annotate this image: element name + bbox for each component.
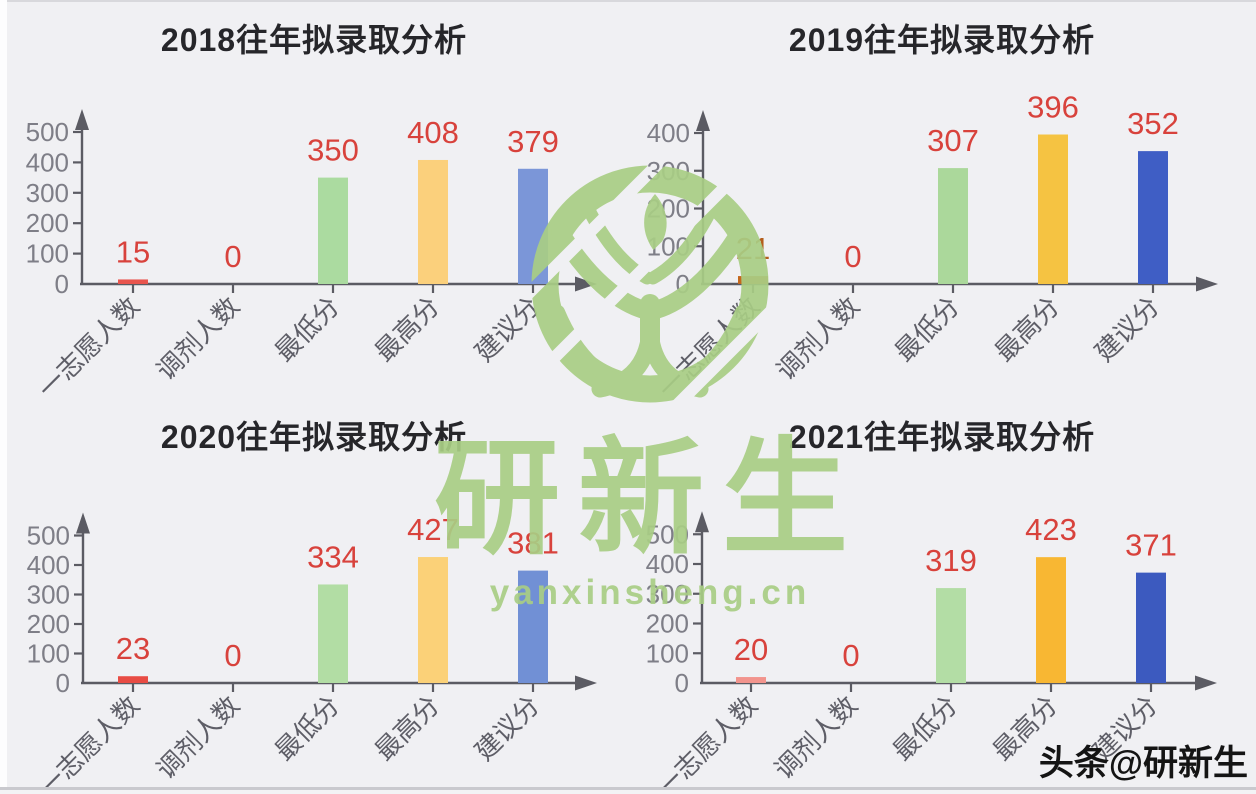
- bar: [118, 676, 148, 683]
- y-tick-label: 200: [646, 609, 689, 639]
- bar: [518, 570, 548, 683]
- y-tick-label: 400: [26, 147, 69, 177]
- y-axis-arrow-icon: [696, 110, 710, 131]
- y-tick-label: 100: [26, 239, 69, 269]
- bar: [418, 159, 448, 284]
- y-tick-label: 0: [55, 269, 69, 299]
- chart-title-2018: 2018往年拟录取分析: [160, 22, 468, 58]
- byline-watermark: 头条@研新生: [1038, 744, 1248, 783]
- bar: [418, 557, 448, 683]
- y-axis-arrow-icon: [695, 511, 709, 533]
- category-label: 调剂人数: [150, 690, 245, 785]
- y-tick-label: 500: [26, 117, 69, 147]
- chart-title-2019: 2019往年拟录取分析: [788, 22, 1096, 58]
- bar: [518, 168, 548, 284]
- y-tick-label: 300: [26, 178, 69, 208]
- left-edge-strip: [0, 0, 7, 794]
- y-tick-label: 0: [676, 269, 690, 299]
- bar: [318, 584, 348, 683]
- bar-value-label: 20: [734, 632, 768, 667]
- chart-canvas-2019: 010020030040021一志愿人数0调剂人数307最低分396最高分352…: [647, 90, 1218, 404]
- category-label: 最低分: [887, 690, 963, 766]
- bar-value-label: 0: [842, 638, 859, 673]
- y-axis-arrow-icon: [75, 109, 89, 130]
- top-edge-line: [0, 0, 1256, 2]
- bar-value-label: 379: [507, 124, 559, 159]
- bar-value-label: 307: [927, 123, 979, 158]
- bar-value-label: 23: [116, 631, 150, 666]
- bar: [936, 588, 966, 683]
- y-tick-label: 400: [647, 118, 690, 148]
- y-tick-label: 300: [647, 156, 690, 186]
- bar: [738, 276, 768, 284]
- category-label: 调剂人数: [770, 291, 865, 386]
- bar: [318, 177, 348, 284]
- chart-canvas-2020: 010020030040050023一志愿人数0调剂人数334最低分427最高分…: [27, 512, 597, 794]
- bar-value-label: 423: [1025, 512, 1077, 547]
- bar: [1138, 151, 1168, 284]
- x-axis-arrow-icon: [575, 675, 597, 691]
- category-label: 一志愿人数: [650, 690, 763, 794]
- bar-value-label: 350: [307, 133, 359, 168]
- chart-title-2020: 2020往年拟录取分析: [160, 419, 468, 455]
- y-tick-label: 100: [27, 639, 70, 669]
- bar-value-label: 381: [507, 526, 559, 561]
- category-label: 一志愿人数: [32, 690, 145, 794]
- y-axis-arrow-icon: [76, 512, 90, 534]
- bar-value-label: 15: [116, 234, 150, 269]
- y-tick-label: 300: [27, 580, 70, 610]
- bottom-edge-strip: [0, 790, 1256, 794]
- bar: [118, 279, 148, 284]
- y-tick-label: 0: [675, 668, 689, 698]
- y-tick-label: 200: [26, 208, 69, 238]
- category-label: 调剂人数: [768, 690, 863, 785]
- bar: [1036, 557, 1066, 683]
- bar-value-label: 427: [407, 512, 459, 547]
- x-axis-arrow-icon: [575, 276, 597, 292]
- bar-value-label: 0: [844, 239, 861, 274]
- chart-canvas-2021: 010020030040050020一志愿人数0调剂人数319最低分423最高分…: [646, 511, 1217, 794]
- x-axis-arrow-icon: [1195, 675, 1217, 691]
- chart-canvas-2018: 010020030040050015一志愿人数0调剂人数350最低分408最高分…: [26, 109, 597, 404]
- y-tick-label: 500: [646, 519, 689, 549]
- y-tick-label: 0: [56, 668, 70, 698]
- chart-title-2021: 2021往年拟录取分析: [788, 419, 1096, 455]
- bar: [938, 168, 968, 284]
- y-tick-label: 300: [646, 579, 689, 609]
- category-label: 调剂人数: [150, 291, 245, 386]
- category-label: 最高分: [989, 291, 1065, 367]
- y-tick-label: 100: [646, 638, 689, 668]
- bar-value-label: 352: [1127, 106, 1179, 141]
- category-label: 建议分: [469, 291, 545, 367]
- category-label: 最低分: [269, 690, 345, 766]
- bar: [1038, 134, 1068, 284]
- category-label: 建议分: [469, 690, 545, 766]
- category-label: 最高分: [369, 291, 445, 367]
- bar-value-label: 319: [925, 543, 977, 578]
- y-tick-label: 200: [647, 194, 690, 224]
- category-label: 最高分: [369, 690, 445, 766]
- y-tick-label: 400: [646, 549, 689, 579]
- bar: [736, 677, 766, 683]
- category-label: 一志愿人数: [32, 291, 145, 404]
- bar-value-label: 334: [307, 539, 359, 574]
- category-label: 最低分: [269, 291, 345, 367]
- category-label: 建议分: [1089, 291, 1165, 367]
- y-tick-label: 500: [27, 521, 70, 551]
- bar-value-label: 396: [1027, 90, 1079, 125]
- category-label: 最低分: [889, 291, 965, 367]
- x-axis-arrow-icon: [1196, 276, 1218, 292]
- y-tick-label: 200: [27, 609, 70, 639]
- bar-value-label: 21: [736, 231, 770, 266]
- y-tick-label: 400: [27, 550, 70, 580]
- bar-value-label: 0: [224, 239, 241, 274]
- bar: [1136, 572, 1166, 683]
- category-label: 一志愿人数: [652, 291, 765, 404]
- y-tick-label: 100: [647, 231, 690, 261]
- bar-value-label: 0: [224, 638, 241, 673]
- bottom-edge-line: [0, 787, 1256, 790]
- bar-value-label: 408: [407, 115, 459, 150]
- bar-value-label: 371: [1125, 528, 1177, 563]
